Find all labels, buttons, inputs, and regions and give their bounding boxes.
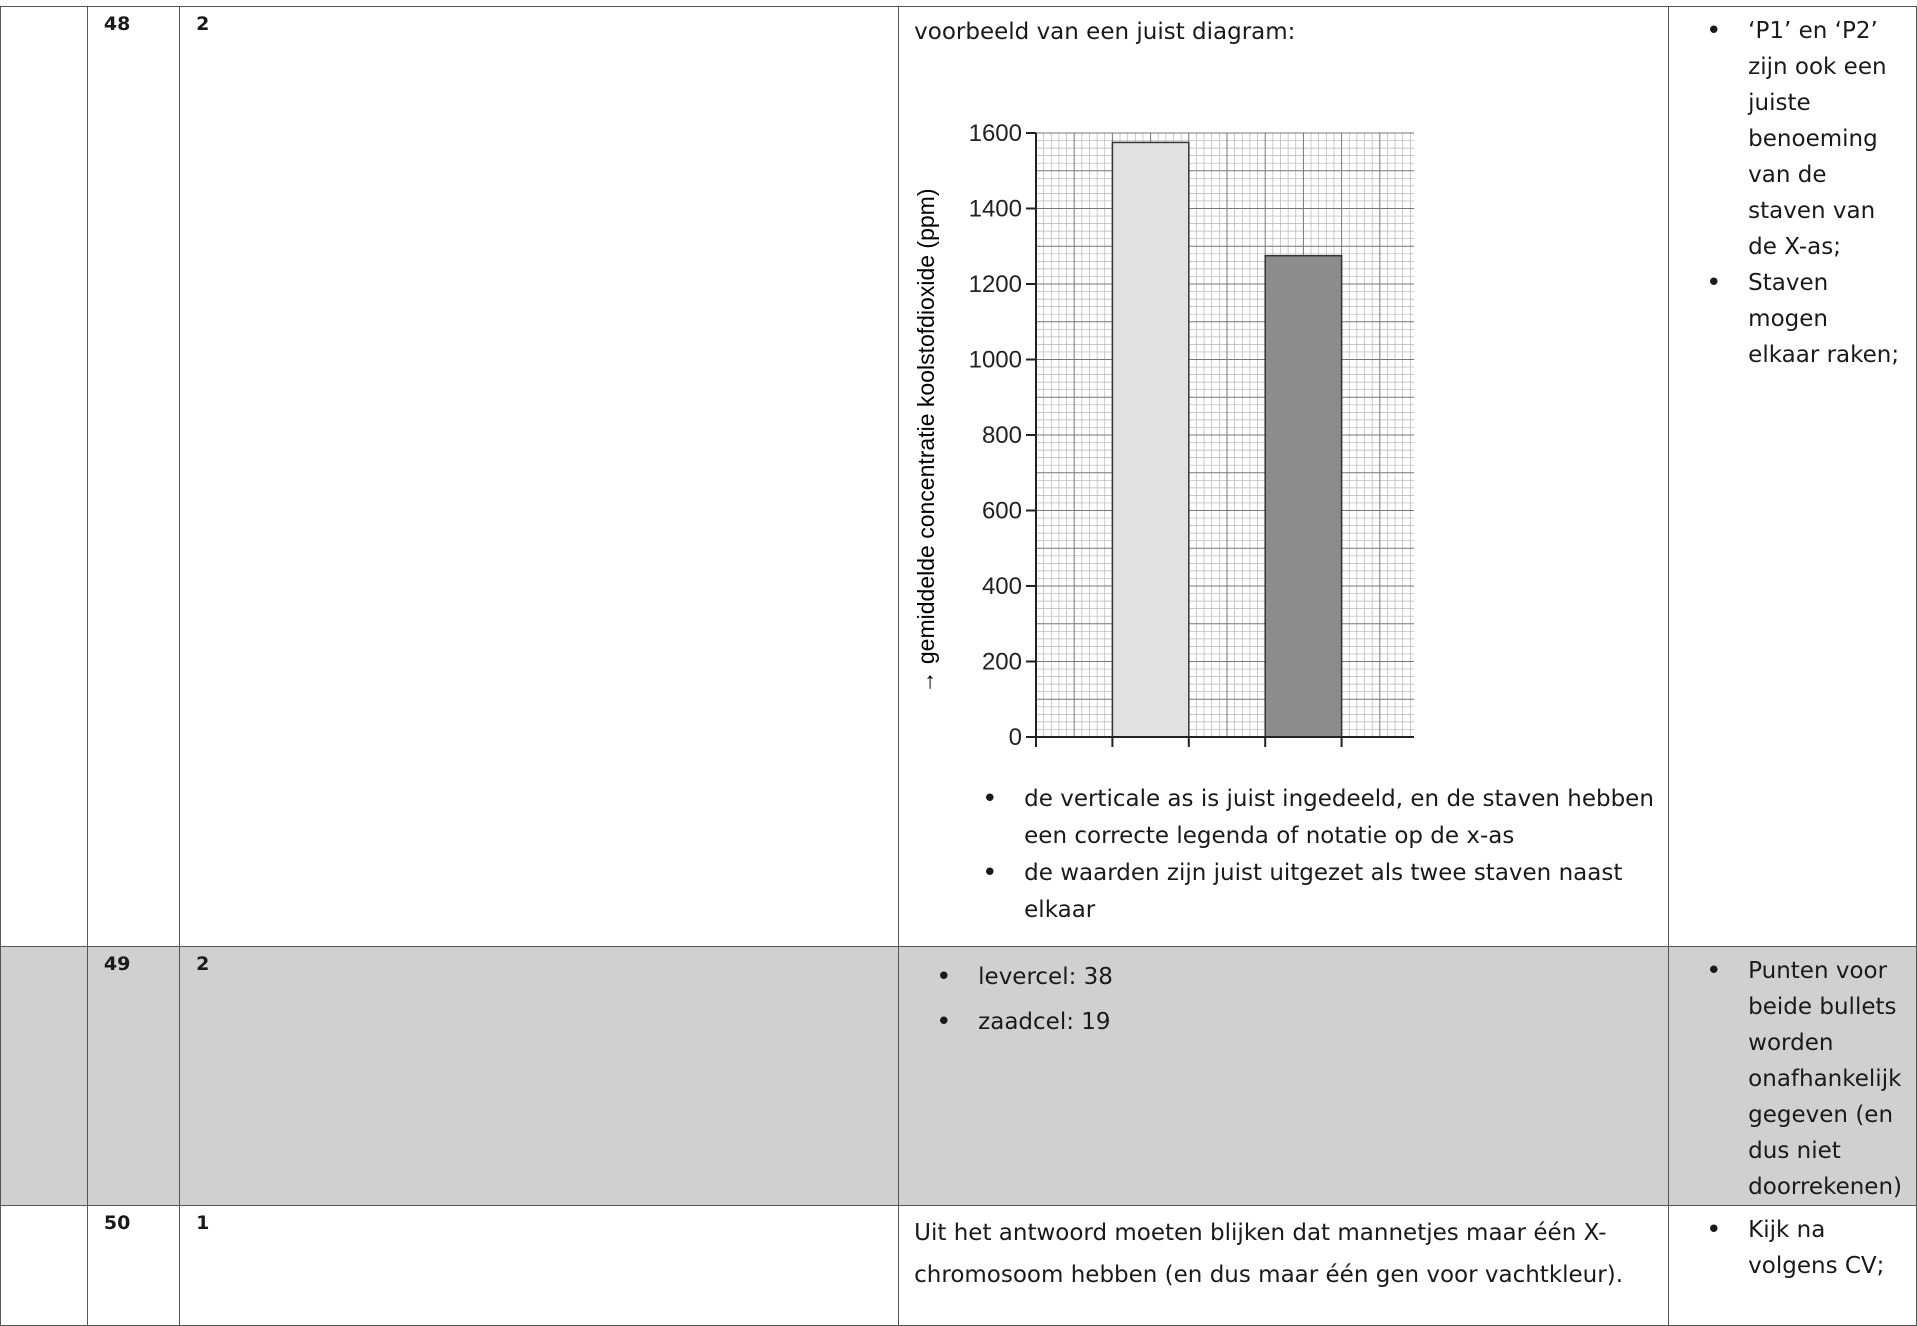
answer-list: levercel: 38 zaadcel: 19 bbox=[914, 955, 1654, 1045]
criteria-list: de verticale as is juist ingedeeld, en d… bbox=[914, 781, 1654, 929]
y-tick-label: 200 bbox=[982, 649, 1022, 676]
y-tick-labels: 0 200 400 600 800 1000 1200 1400 1600 bbox=[969, 120, 1037, 751]
y-tick-label: 1400 bbox=[969, 196, 1022, 223]
notes-list: Kijk na volgens CV; bbox=[1684, 1212, 1902, 1284]
points: 2 bbox=[179, 6, 900, 947]
empty-cell bbox=[0, 1205, 88, 1326]
y-tick-label: 0 bbox=[1009, 724, 1022, 751]
note-item: Punten voor beide bullets worden onafhan… bbox=[1684, 953, 1902, 1205]
y-tick-label: 1600 bbox=[969, 120, 1022, 147]
notes-cell: ‘P1’ en ‘P2’ zijn ook een juiste benoemi… bbox=[1668, 6, 1917, 947]
note-item: Kijk na volgens CV; bbox=[1684, 1212, 1902, 1284]
note-item: Staven mogen elkaar raken; bbox=[1684, 265, 1902, 373]
bars bbox=[1111, 141, 1343, 738]
answer-item: zaadcel: 19 bbox=[914, 1000, 1654, 1045]
answer-cell: levercel: 38 zaadcel: 19 bbox=[898, 946, 1670, 1206]
empty-cell bbox=[0, 946, 88, 1206]
y-axis bbox=[1035, 133, 1415, 747]
table-row-50: 50 1 Uit het antwoord moeten blijken dat… bbox=[0, 1205, 1917, 1326]
y-tick-label: 800 bbox=[982, 422, 1022, 449]
table-row-49: 49 2 levercel: 38 zaadcel: 19 Punten voo… bbox=[0, 946, 1917, 1206]
points: 1 bbox=[179, 1205, 900, 1326]
notes-list: Punten voor beide bullets worden onafhan… bbox=[1684, 953, 1902, 1205]
bar-chart: 0 200 400 600 800 1000 1200 1400 1600 → gemiddel… bbox=[914, 120, 1415, 751]
empty-cell bbox=[0, 6, 88, 947]
notes-cell: Punten voor beide bullets worden onafhan… bbox=[1668, 946, 1917, 1206]
question-number: 50 bbox=[86, 1205, 181, 1326]
criteria-item: de waarden zijn juist uitgezet als twee … bbox=[914, 855, 1654, 929]
bar-met-planten bbox=[1264, 254, 1343, 738]
answer-item: levercel: 38 bbox=[914, 955, 1654, 1000]
note-item: ‘P1’ en ‘P2’ zijn ook een juiste benoemi… bbox=[1684, 13, 1902, 265]
points: 2 bbox=[179, 946, 900, 1206]
y-axis-label: → gemiddelde concentratie koolstofdioxid… bbox=[914, 189, 939, 694]
answer-cell: Uit het antwoord moeten blijken dat mann… bbox=[898, 1205, 1670, 1326]
question-number: 48 bbox=[86, 6, 181, 947]
notes-cell: Kijk na volgens CV; bbox=[1668, 1205, 1917, 1326]
y-tick-label: 1000 bbox=[969, 347, 1022, 374]
answer-key-table: 48 2 voorbeeld van een juist diagram: 0 2… bbox=[0, 6, 1917, 1326]
y-tick-label: 400 bbox=[982, 573, 1022, 600]
y-tick-label: 600 bbox=[982, 498, 1022, 525]
table-row-48: 48 2 voorbeeld van een juist diagram: 0 2… bbox=[0, 6, 1917, 947]
question-number: 49 bbox=[86, 946, 181, 1206]
answer-intro: voorbeeld van een juist diagram: bbox=[914, 19, 1296, 45]
answer-text: Uit het antwoord moeten blijken dat mann… bbox=[914, 1220, 1624, 1288]
y-tick-label: 1200 bbox=[969, 271, 1022, 298]
answer-cell: voorbeeld van een juist diagram: 0 200 400… bbox=[898, 6, 1670, 947]
bar-zonder-planten bbox=[1111, 141, 1190, 738]
notes-list: ‘P1’ en ‘P2’ zijn ook een juiste benoemi… bbox=[1684, 13, 1902, 373]
criteria-item: de verticale as is juist ingedeeld, en d… bbox=[914, 781, 1654, 855]
